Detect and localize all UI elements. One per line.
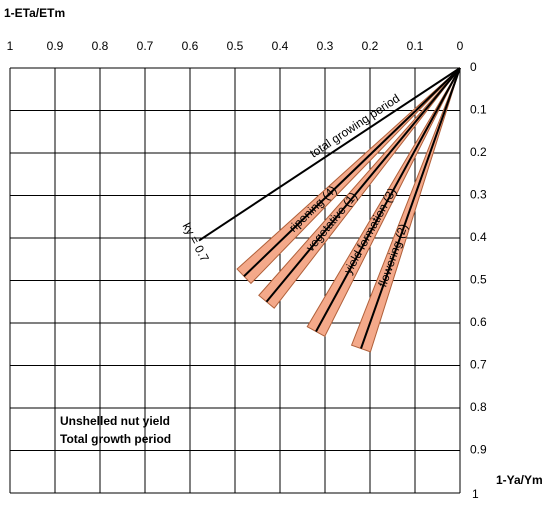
y-tick-label: 1 xyxy=(472,487,479,501)
x-tick-label: 0.9 xyxy=(47,39,64,53)
x-tick-label: 0.2 xyxy=(362,39,379,53)
x-tick-label: 0.5 xyxy=(227,39,244,53)
annotation: Unshelled nut yield xyxy=(60,414,170,428)
x-tick-label: 0.3 xyxy=(317,39,334,53)
y-tick-label: 0.3 xyxy=(470,188,487,202)
x-tick-label: 0.8 xyxy=(92,39,109,53)
annotation: ky = 0.7 xyxy=(180,220,212,264)
x-tick-label: 0.6 xyxy=(182,39,199,53)
y-tick-label: 0.7 xyxy=(470,358,487,372)
line xyxy=(360,67,461,349)
y-tick-label: 0.4 xyxy=(470,230,487,244)
y-tick-label: 0.1 xyxy=(470,103,487,117)
line xyxy=(198,67,461,242)
y-tick-label: 0.8 xyxy=(470,400,487,414)
y-tick-label: 0.5 xyxy=(470,273,487,287)
x-tick-label: 0.1 xyxy=(407,39,424,53)
line xyxy=(265,67,461,303)
x-axis-label: 1-ETa/ETm xyxy=(4,6,65,20)
y-tick-label: 0.9 xyxy=(470,443,487,457)
annotation: Total growth period xyxy=(60,432,171,446)
y-tick-label: 0 xyxy=(470,60,477,74)
x-tick-label: 0.4 xyxy=(272,39,289,53)
y-tick-label: 0.6 xyxy=(470,315,487,329)
x-tick-label: 1 xyxy=(7,39,14,53)
x-tick-label: 0 xyxy=(457,39,464,53)
x-tick-label: 0.7 xyxy=(137,39,154,53)
y-tick-label: 0.2 xyxy=(470,145,487,159)
y-axis-label: 1-Ya/Ym xyxy=(496,473,543,487)
line xyxy=(243,67,461,277)
line xyxy=(315,67,461,332)
